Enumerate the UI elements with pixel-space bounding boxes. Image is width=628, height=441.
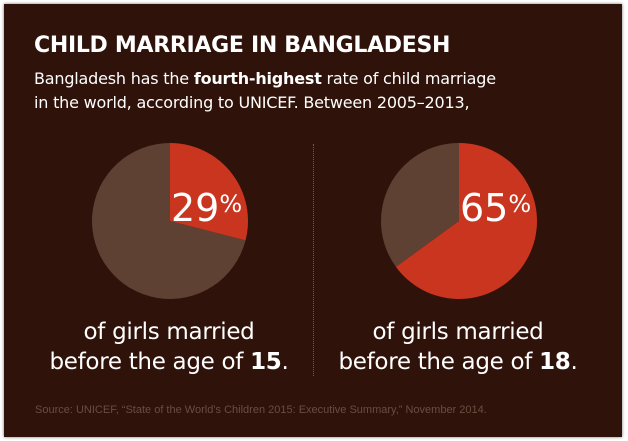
caption-period: . bbox=[281, 349, 289, 375]
pie-slice-remainder bbox=[381, 143, 459, 267]
percent-value: 65 bbox=[460, 186, 508, 230]
page-title: CHILD MARRIAGE IN BANGLADESH bbox=[34, 33, 451, 58]
subtitle-line-1: Bangladesh has the fourth-highest rate o… bbox=[34, 67, 594, 91]
caption-line-1: of girls married bbox=[372, 319, 544, 345]
caption-line-1: of girls married bbox=[83, 319, 255, 345]
subtitle-emphasis: fourth-highest bbox=[193, 69, 322, 88]
chart-panel-age-18: 65% of girls married before the age of 1… bbox=[308, 139, 608, 389]
percent-sign: % bbox=[508, 190, 531, 218]
caption-age-15: of girls married before the age of 15. bbox=[19, 317, 319, 377]
caption-line-2: before the age of 18. bbox=[308, 347, 608, 377]
pie-slice-value bbox=[170, 143, 249, 241]
caption-text: before the age of bbox=[338, 349, 540, 375]
percent-sign: % bbox=[219, 190, 242, 218]
percent-label: 65% bbox=[460, 186, 531, 230]
subtitle-text: rate of child marriage bbox=[321, 69, 496, 88]
caption-text: before the age of bbox=[49, 349, 251, 375]
chart-panel-age-15: 29% of girls married before the age of 1… bbox=[19, 139, 319, 389]
pie-slice-value bbox=[395, 143, 538, 299]
caption-line-2: before the age of 15. bbox=[19, 347, 319, 377]
infographic: CHILD MARRIAGE IN BANGLADESH Bangladesh … bbox=[4, 4, 622, 437]
caption-age-18: of girls married before the age of 18. bbox=[308, 317, 608, 377]
divider bbox=[313, 144, 314, 376]
subtitle-line-2: in the world, according to UNICEF. Betwe… bbox=[34, 93, 470, 112]
pie-chart-age-15: 29% bbox=[92, 143, 249, 299]
pie-chart-age-18: 65% bbox=[381, 143, 538, 299]
percent-value: 29 bbox=[171, 186, 219, 230]
pie-slice-remainder bbox=[92, 143, 246, 299]
source-note: Source: UNICEF, “State of the World’s Ch… bbox=[35, 404, 487, 416]
subtitle: Bangladesh has the fourth-highest rate o… bbox=[34, 67, 594, 115]
caption-age: 15 bbox=[250, 349, 282, 375]
percent-label: 29% bbox=[171, 186, 242, 230]
subtitle-text: Bangladesh has the bbox=[34, 69, 194, 88]
caption-period: . bbox=[570, 349, 578, 375]
caption-age: 18 bbox=[539, 349, 571, 375]
